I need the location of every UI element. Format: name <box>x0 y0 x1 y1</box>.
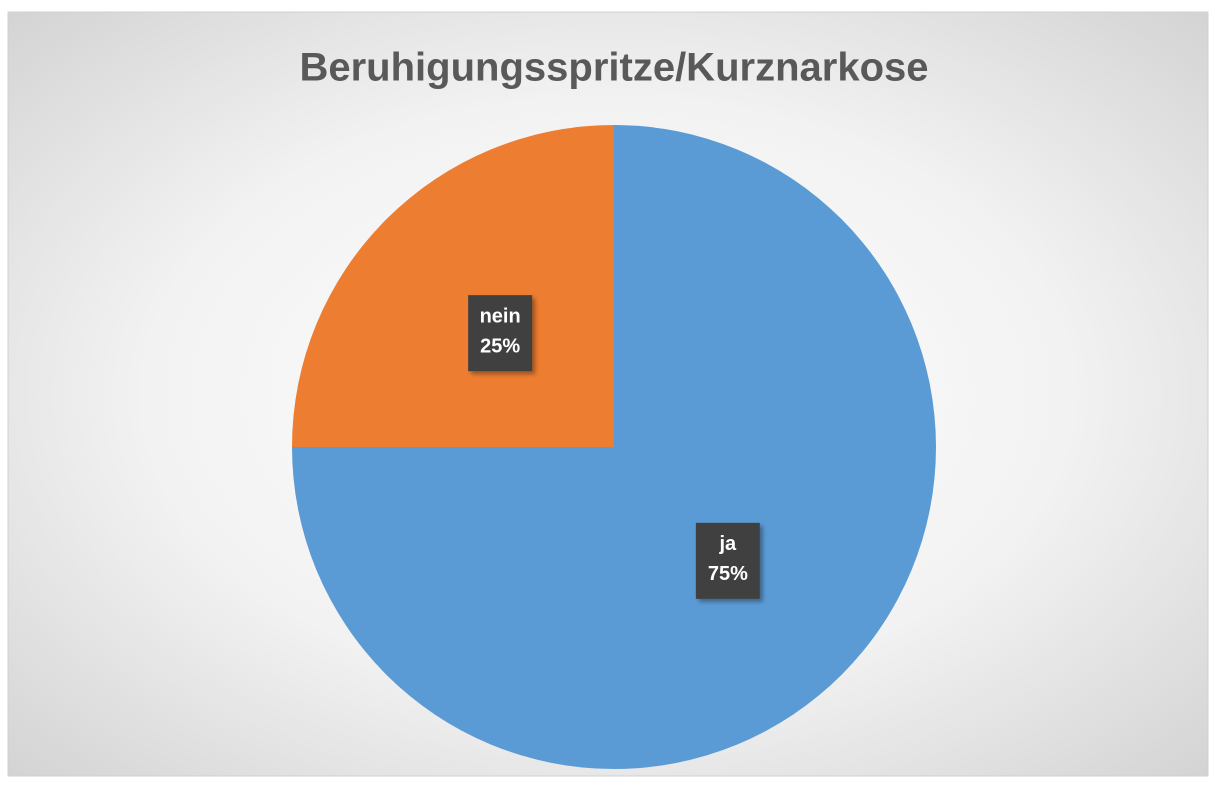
data-label-box <box>468 295 533 372</box>
data-label-category: nein <box>480 305 521 327</box>
data-label-value: 25% <box>480 335 520 357</box>
data-label: nein 25% <box>468 295 533 372</box>
data-label: ja 75% <box>695 522 760 599</box>
chart-title: Beruhigungsspritze/Kurznarkose <box>299 46 928 90</box>
pie-slice <box>292 125 614 447</box>
data-label-box <box>695 522 760 599</box>
data-label-category: ja <box>719 533 738 555</box>
data-label-value: 75% <box>708 563 748 585</box>
